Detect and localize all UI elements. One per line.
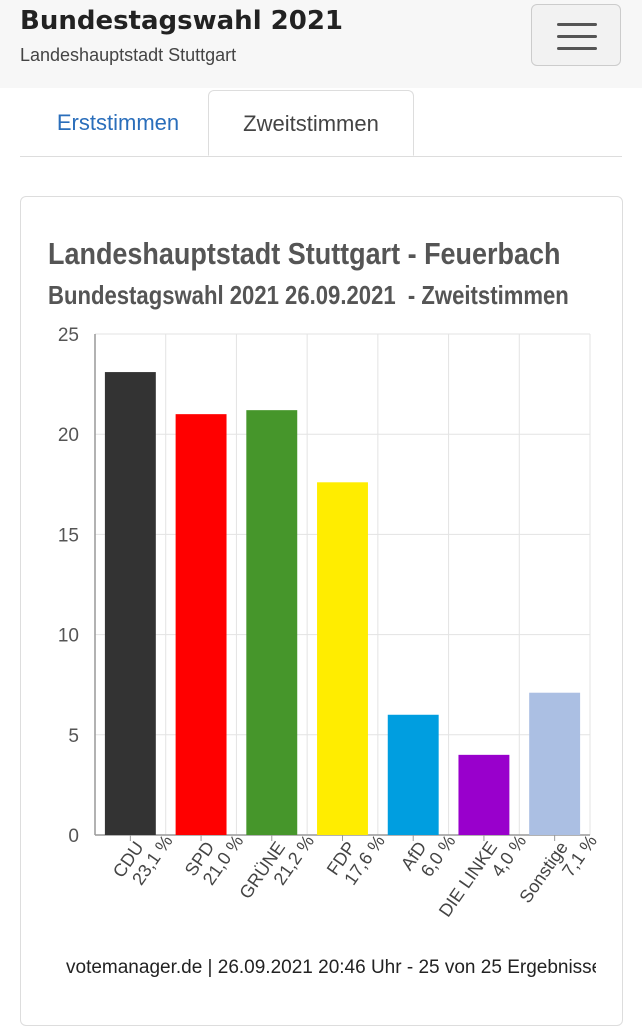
y-tick-label: 20 bbox=[58, 425, 79, 446]
y-tick-label: 25 bbox=[58, 325, 79, 346]
top-bar: Bundestagswahl 2021 Landeshauptstadt Stu… bbox=[0, 0, 642, 88]
vote-tabs: Erststimmen Zweitstimmen bbox=[20, 90, 622, 157]
chart-title: Landeshauptstadt Stuttgart - Feuerbach bbox=[48, 236, 561, 271]
bar-die-linke bbox=[458, 754, 510, 835]
y-tick-label: 10 bbox=[58, 626, 79, 647]
hamburger-menu-button[interactable] bbox=[531, 4, 621, 66]
app-title: Bundestagswahl 2021 bbox=[20, 6, 344, 36]
bar-spd bbox=[175, 414, 227, 835]
y-tick-label: 5 bbox=[68, 726, 79, 747]
bar-cdu bbox=[104, 372, 156, 835]
tab-erststimmen[interactable]: Erststimmen bbox=[56, 110, 180, 135]
app-subtitle: Landeshauptstadt Stuttgart bbox=[20, 45, 237, 65]
y-tick-label: 0 bbox=[68, 826, 79, 847]
chart-subtitle: Bundestagswahl 2021 26.09.2021 - Zweitst… bbox=[48, 280, 569, 310]
y-tick-label: 15 bbox=[58, 525, 79, 546]
bar-gr-ne bbox=[246, 410, 298, 835]
footer-source: votemanager.de | 26.09.2021 20:46 Uhr - … bbox=[66, 957, 596, 978]
tab-zweitstimmen[interactable]: Zweitstimmen bbox=[208, 90, 414, 156]
bar-sonstige bbox=[529, 692, 581, 835]
bar-afd bbox=[387, 714, 439, 835]
bar-fdp bbox=[317, 482, 368, 835]
